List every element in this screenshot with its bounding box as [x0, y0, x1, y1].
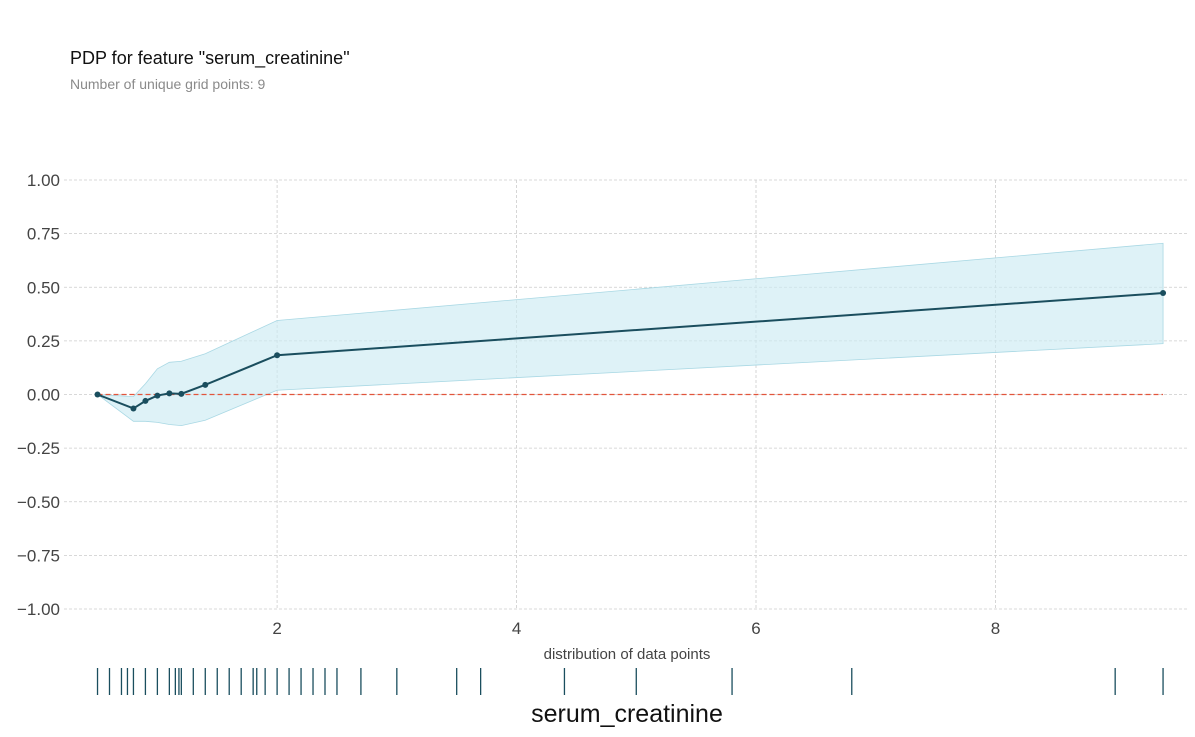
y-tick-label: 0.00: [27, 386, 60, 405]
pdp-point: [94, 391, 101, 398]
pdp-point: [154, 392, 161, 399]
x-tick-label: 8: [991, 619, 1000, 638]
pdp-point: [166, 390, 173, 397]
x-axis-label: serum_creatinine: [531, 700, 723, 728]
y-tick-label: 1.00: [27, 171, 60, 190]
confidence-band-layer: [96, 242, 1164, 427]
y-tick-label: 0.75: [27, 225, 60, 244]
pdp-point: [202, 381, 209, 388]
x-tick-label: 2: [272, 619, 281, 638]
y-tick-label: 0.50: [27, 278, 60, 297]
pdp-point: [178, 390, 185, 397]
confidence-band: [96, 242, 1164, 427]
pdp-point: [142, 397, 149, 404]
rug-layer: [96, 668, 1164, 695]
y-tick-label: 0.25: [27, 332, 60, 351]
pdp-point: [1160, 290, 1167, 297]
y-tick-label: −0.25: [17, 439, 60, 458]
pdp-point: [274, 352, 281, 359]
tick-label-layer: 1.00 0.75 0.50 0.25 0.00 −0.25 −0.50 −0.75 −1.00…: [17, 171, 1000, 638]
y-tick-label: −1.00: [17, 600, 60, 619]
chart-title: PDP for feature "serum_creatinine": [70, 48, 350, 68]
grid-layer: [64, 179, 1187, 610]
chart-subtitle: Number of unique grid points: 9: [70, 76, 266, 92]
rug-axis-label: distribution of data points: [544, 646, 711, 663]
y-tick-label: −0.50: [17, 493, 60, 512]
pdp-point: [130, 405, 137, 412]
x-tick-label: 6: [751, 619, 760, 638]
pdp-line-layer: [94, 290, 1167, 412]
x-tick-label: 4: [512, 619, 521, 638]
y-tick-label: −0.75: [17, 546, 60, 565]
